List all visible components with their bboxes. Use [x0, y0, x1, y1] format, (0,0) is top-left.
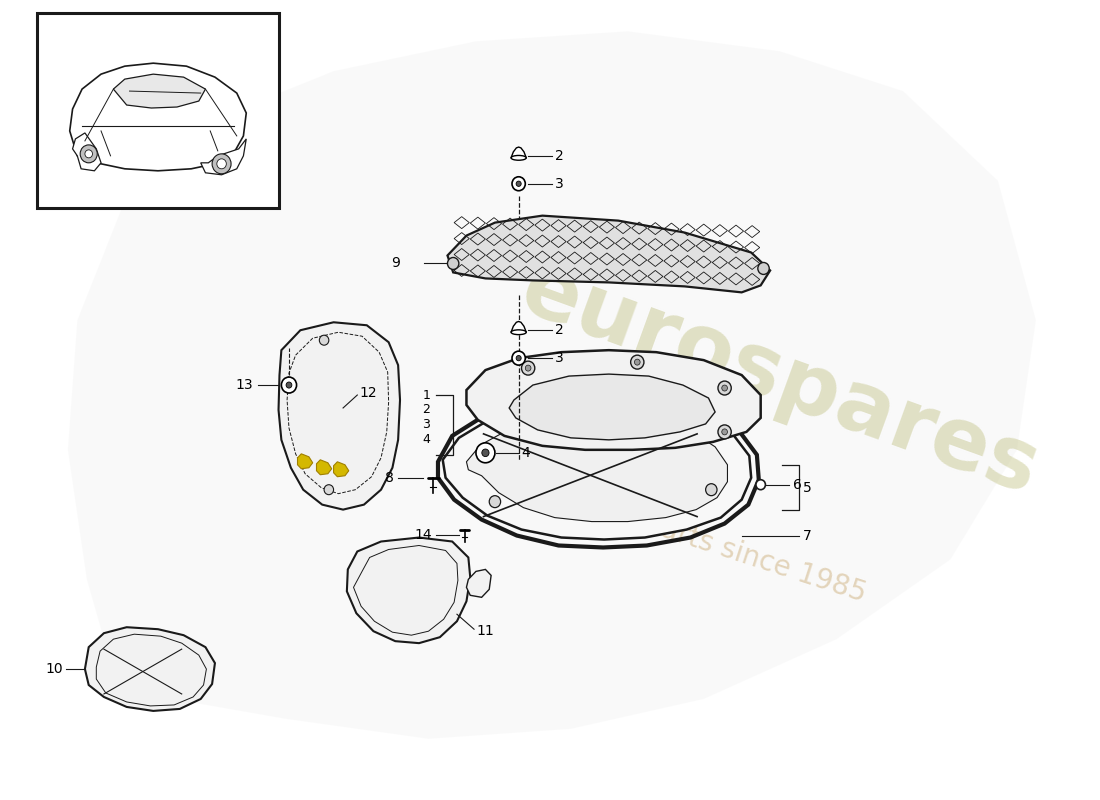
Circle shape	[705, 484, 717, 496]
Text: 4: 4	[422, 434, 430, 446]
Circle shape	[630, 355, 644, 369]
Text: 4: 4	[521, 446, 530, 460]
Polygon shape	[509, 374, 715, 440]
Polygon shape	[113, 74, 206, 108]
Polygon shape	[346, 538, 470, 643]
Circle shape	[512, 351, 526, 365]
Text: 3: 3	[422, 418, 430, 431]
Text: 9: 9	[392, 257, 400, 270]
Text: 1: 1	[422, 389, 430, 402]
Polygon shape	[317, 460, 332, 474]
Circle shape	[490, 496, 500, 508]
Ellipse shape	[512, 155, 526, 160]
Polygon shape	[73, 133, 101, 170]
Polygon shape	[69, 63, 246, 170]
Text: a passion for parts since 1985: a passion for parts since 1985	[462, 451, 870, 608]
Text: 2: 2	[554, 149, 563, 163]
Circle shape	[286, 382, 292, 388]
Circle shape	[448, 258, 459, 270]
Polygon shape	[466, 419, 727, 522]
Text: 2: 2	[422, 403, 430, 417]
Polygon shape	[278, 322, 400, 510]
Circle shape	[482, 449, 490, 457]
Polygon shape	[512, 147, 526, 158]
Circle shape	[718, 381, 732, 395]
Circle shape	[722, 385, 727, 391]
Circle shape	[476, 443, 495, 462]
Circle shape	[85, 150, 92, 158]
Ellipse shape	[512, 330, 526, 334]
Polygon shape	[85, 627, 214, 711]
Text: 3: 3	[554, 351, 563, 365]
Text: 6: 6	[793, 478, 802, 492]
Polygon shape	[466, 570, 491, 598]
Circle shape	[521, 361, 535, 375]
Polygon shape	[297, 454, 312, 469]
Circle shape	[217, 159, 227, 169]
Circle shape	[718, 425, 732, 439]
Text: 2: 2	[554, 323, 563, 338]
Text: 5: 5	[802, 481, 811, 494]
Text: 8: 8	[385, 470, 394, 485]
Circle shape	[212, 154, 231, 174]
Text: 13: 13	[235, 378, 253, 392]
Circle shape	[324, 485, 333, 494]
Circle shape	[635, 359, 640, 365]
Polygon shape	[512, 322, 526, 332]
Polygon shape	[68, 31, 1036, 739]
Polygon shape	[200, 139, 246, 174]
Text: 14: 14	[415, 527, 432, 542]
Circle shape	[758, 262, 769, 274]
Bar	[37, 14, 279, 208]
Text: 10: 10	[45, 662, 63, 676]
Text: 7: 7	[802, 529, 811, 542]
Polygon shape	[333, 462, 349, 477]
Circle shape	[512, 177, 526, 190]
Circle shape	[319, 335, 329, 345]
Circle shape	[516, 355, 521, 361]
Text: 11: 11	[476, 624, 494, 638]
Polygon shape	[466, 350, 761, 450]
Text: 12: 12	[360, 386, 377, 400]
Circle shape	[80, 145, 97, 163]
Polygon shape	[442, 406, 751, 539]
Circle shape	[282, 377, 297, 393]
Circle shape	[756, 480, 766, 490]
Circle shape	[722, 429, 727, 435]
Text: 3: 3	[554, 177, 563, 190]
Text: eurospares: eurospares	[509, 248, 1049, 512]
Polygon shape	[448, 216, 770, 292]
Circle shape	[516, 181, 521, 186]
Circle shape	[526, 365, 531, 371]
